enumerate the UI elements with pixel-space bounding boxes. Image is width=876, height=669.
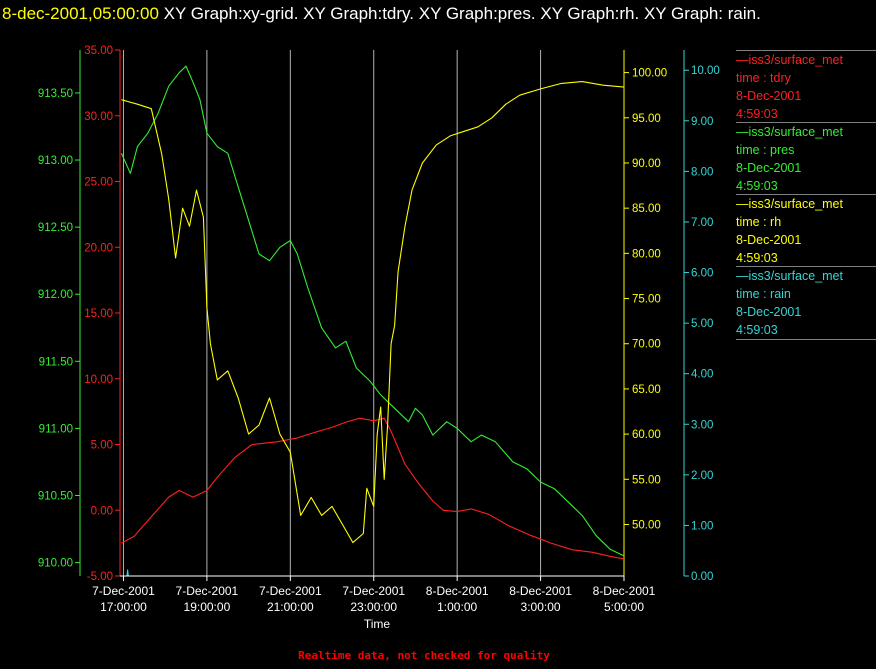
title-text: XY Graph:xy-grid. XY Graph:tdry. XY Grap…	[158, 4, 761, 23]
y-tick-label-rh: 85.00	[632, 203, 661, 215]
y-tick-label-rain: 5.00	[691, 318, 713, 330]
x-tick-date: 7-Dec-2001	[92, 584, 155, 598]
y-tick-label-rh: 100.00	[632, 68, 667, 80]
x-tick-time: 17:00:00	[100, 600, 147, 614]
legend-source: —iss3/surface_met	[736, 125, 843, 139]
y-axes: -5.00 0.00 5.00 10.00 15.00 20.00 25.00 30.00 35…	[38, 45, 720, 583]
y-tick-label-tdry: 20.00	[84, 242, 113, 254]
legend-variable: time : rh	[736, 215, 782, 229]
y-tick-label-tdry: -5.00	[87, 571, 113, 583]
y-tick-label-rh: 95.00	[632, 113, 661, 125]
x-tick-time: 3:00:00	[521, 600, 561, 614]
x-tick-time: 5:00:00	[604, 600, 644, 614]
y-tick-label-rain: 10.00	[691, 65, 720, 77]
y-tick-label-tdry: 25.00	[84, 177, 113, 189]
legend-source: —iss3/surface_met	[736, 197, 843, 211]
y-tick-label-rain: 6.00	[691, 268, 713, 280]
y-tick-label-pres: 913.00	[38, 155, 73, 167]
series-line-pres	[120, 65, 625, 557]
series-lines	[120, 65, 625, 577]
y-tick-label-rh: 90.00	[632, 158, 661, 170]
y-tick-label-tdry: 35.00	[84, 45, 113, 57]
y-tick-label-rh: 60.00	[632, 429, 661, 441]
legend-time: 4:59:03	[736, 107, 778, 121]
quality-notice: Realtime data, not checked for quality	[298, 649, 550, 662]
x-tick-date: 7-Dec-2001	[176, 584, 239, 598]
y-tick-label-tdry: 10.00	[84, 374, 113, 386]
y-tick-label-rain: 9.00	[691, 116, 713, 128]
series-line-rh	[121, 81, 625, 544]
legend-entry-rh: —iss3/surface_met time : rh 8-Dec-2001 4…	[736, 194, 876, 267]
y-tick-label-pres: 910.50	[38, 490, 73, 502]
legend-date: 8-Dec-2001	[736, 161, 802, 175]
y-tick-label-rain: 0.00	[691, 571, 713, 583]
y-tick-label-rh: 75.00	[632, 294, 661, 306]
x-tick-date: 8-Dec-2001	[593, 584, 656, 598]
y-tick-label-rain: 3.00	[691, 419, 713, 431]
y-tick-label-rain: 1.00	[691, 520, 713, 532]
legend-entry-rain: —iss3/surface_met time : rain 8-Dec-2001…	[736, 266, 876, 340]
legend-time: 4:59:03	[736, 179, 778, 193]
y-tick-label-rain: 2.00	[691, 470, 713, 482]
y-tick-label-rh: 50.00	[632, 519, 661, 531]
y-tick-label-pres: 911.00	[39, 423, 73, 435]
y-tick-label-tdry: 15.00	[84, 308, 113, 320]
legend-date: 8-Dec-2001	[736, 305, 802, 319]
y-tick-label-tdry: 5.00	[91, 440, 113, 452]
legend-entry-tdry: —iss3/surface_met time : tdry 8-Dec-2001…	[736, 50, 876, 123]
x-axis: 7-Dec-2001 17:00:00 7-Dec-2001 19:00:00 7-De…	[92, 575, 656, 631]
legend-date: 8-Dec-2001	[736, 233, 802, 247]
x-tick-time: 21:00:00	[267, 600, 314, 614]
x-tick-date: 8-Dec-2001	[509, 584, 572, 598]
legend-variable: time : pres	[736, 143, 795, 157]
legend-source: —iss3/surface_met	[736, 269, 843, 283]
y-tick-label-tdry: 30.00	[84, 111, 113, 123]
x-tick-time: 19:00:00	[184, 600, 231, 614]
series-line-tdry	[121, 417, 625, 560]
y-tick-label-pres: 913.50	[38, 88, 73, 100]
title-timestamp: 8-dec-2001,05:00:00	[2, 4, 159, 23]
x-tick-time: 23:00:00	[350, 600, 397, 614]
y-tick-label-rh: 80.00	[632, 248, 661, 260]
legend-variable: time : rain	[736, 287, 791, 301]
legend-source: —iss3/surface_met	[736, 53, 843, 67]
x-tick-date: 7-Dec-2001	[259, 584, 322, 598]
legend-date: 8-Dec-2001	[736, 89, 802, 103]
y-tick-label-rh: 65.00	[632, 384, 661, 396]
x-tick-date: 7-Dec-2001	[342, 584, 405, 598]
series-line-rain	[121, 569, 624, 577]
y-tick-label-rain: 8.00	[691, 166, 713, 178]
y-tick-label-rain: 7.00	[691, 217, 713, 229]
y-tick-label-pres: 912.00	[38, 289, 73, 301]
y-tick-label-pres: 910.00	[38, 558, 73, 570]
legend-time: 4:59:03	[736, 323, 778, 337]
x-tick-time: 1:00:00	[437, 600, 477, 614]
legend-time: 4:59:03	[736, 251, 778, 265]
y-tick-label-pres: 911.50	[39, 356, 73, 368]
chart-title: 8-dec-2001,05:00:00 XY Graph:xy-grid. XY…	[2, 1, 874, 26]
legend-variable: time : tdry	[736, 71, 791, 85]
y-tick-label-rh: 70.00	[632, 339, 661, 351]
y-tick-label-tdry: 0.00	[91, 505, 113, 517]
y-tick-label-rain: 4.00	[691, 369, 713, 381]
y-tick-label-rh: 55.00	[632, 474, 661, 486]
y-tick-label-pres: 912.50	[38, 222, 73, 234]
x-tick-date: 8-Dec-2001	[426, 584, 489, 598]
legend-entry-pres: —iss3/surface_met time : pres 8-Dec-2001…	[736, 122, 876, 195]
x-axis-label: Time	[364, 617, 391, 631]
